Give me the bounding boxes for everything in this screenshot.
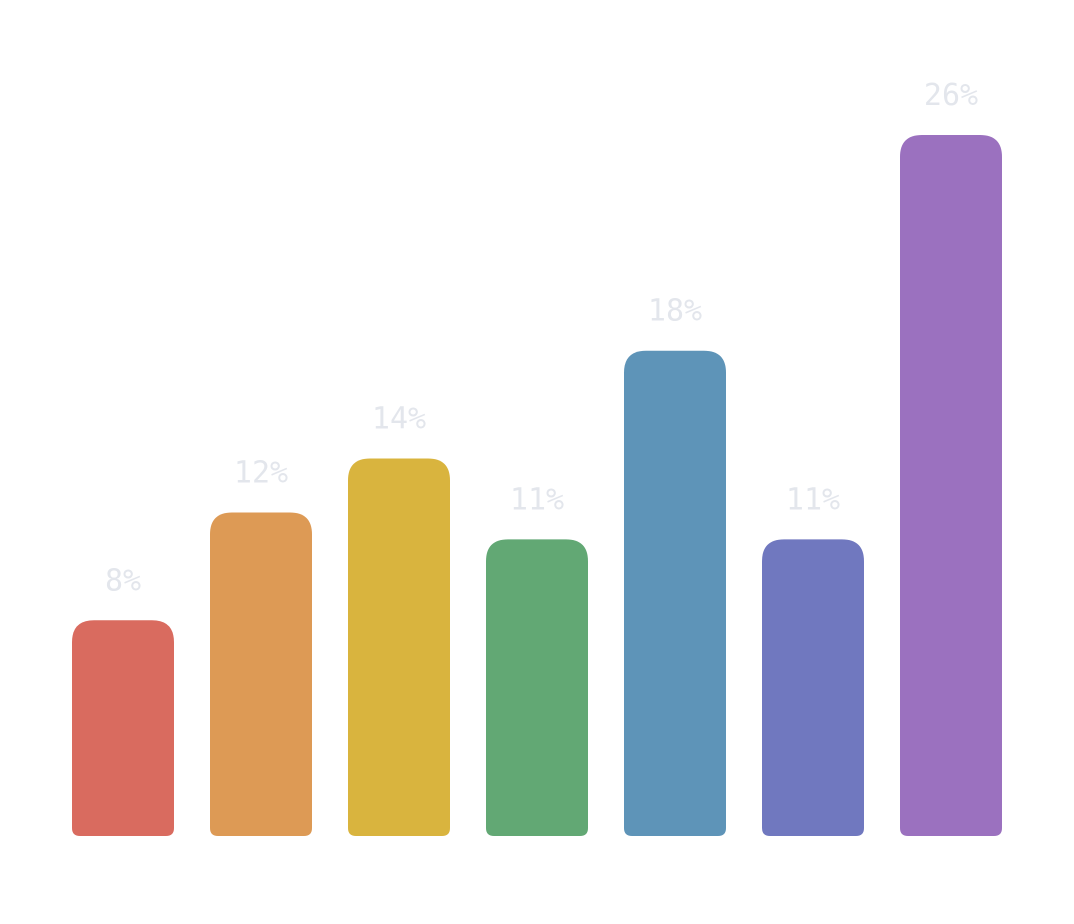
- bar: [624, 350, 726, 836]
- bar: [72, 620, 174, 836]
- value-label: 11%: [510, 482, 564, 517]
- bar: [900, 135, 1002, 836]
- value-label: 26%: [924, 78, 978, 113]
- bar: [210, 512, 312, 836]
- bar: [348, 458, 450, 836]
- value-label: 8%: [105, 563, 141, 598]
- value-label: 18%: [648, 294, 702, 329]
- value-label: 12%: [234, 455, 288, 490]
- bar: [762, 539, 864, 836]
- value-label: 11%: [786, 482, 840, 517]
- value-label: 14%: [372, 402, 426, 437]
- bar: [486, 539, 588, 836]
